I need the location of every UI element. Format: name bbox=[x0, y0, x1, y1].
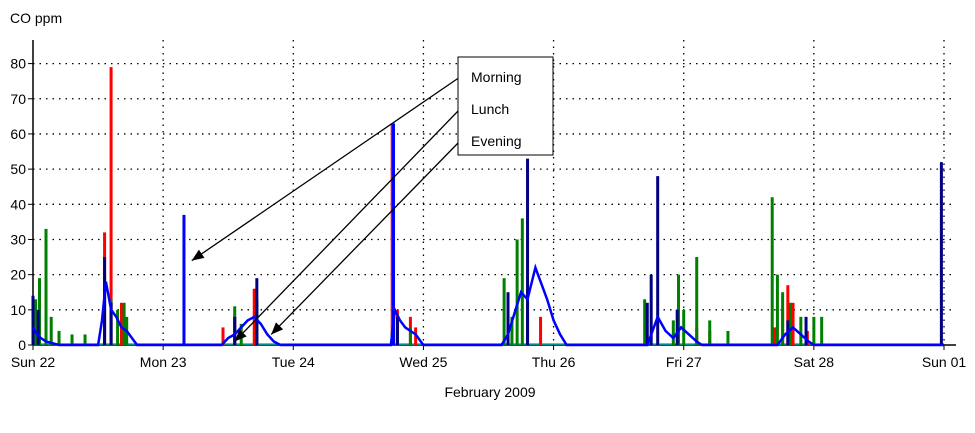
series-3 bbox=[31, 158, 943, 345]
series-1 bbox=[34, 197, 824, 345]
x-tick-label-7: Sun 01 bbox=[922, 354, 967, 370]
arrow-head-morning bbox=[191, 249, 205, 261]
arrow-head-lunch bbox=[234, 329, 247, 342]
annotation-box-frame bbox=[457, 56, 554, 156]
series-4 bbox=[31, 263, 944, 347]
arrow-morning bbox=[191, 76, 461, 262]
y-tick-label-6: 60 bbox=[10, 126, 26, 142]
annotation-arrows bbox=[191, 76, 461, 342]
arrow-lunch bbox=[234, 108, 461, 342]
y-axis-title: CO ppm bbox=[10, 10, 62, 26]
y-tick-label-7: 70 bbox=[10, 91, 26, 107]
x-tick-labels: Sun 22 Mon 23 Tue 24 Wed 25 Thu 26 Fri 27 Sat … bbox=[11, 354, 967, 370]
x-tick-label-3: Wed 25 bbox=[399, 354, 447, 370]
arrow-evening bbox=[270, 140, 461, 335]
series-0 bbox=[34, 67, 809, 345]
y-tick-label-1: 10 bbox=[10, 302, 26, 318]
arrow-head-evening bbox=[271, 322, 284, 335]
y-tick-labels: 0 10 20 30 40 50 60 70 80 bbox=[10, 56, 26, 353]
series-group bbox=[31, 67, 944, 347]
x-tick-label-2: Tue 24 bbox=[272, 354, 315, 370]
series-4-line bbox=[31, 263, 944, 347]
y-tick-label-3: 30 bbox=[10, 231, 26, 247]
x-tick-label-0: Sun 22 bbox=[11, 354, 56, 370]
annotation-label-0: Morning bbox=[471, 69, 522, 85]
annotation-box: Morning Lunch Evening bbox=[457, 56, 554, 156]
x-tick-label-5: Fri 27 bbox=[666, 354, 702, 370]
x-tick-label-6: Sat 28 bbox=[794, 354, 835, 370]
annotation-label-1: Lunch bbox=[471, 101, 509, 117]
x-tick-label-1: Mon 23 bbox=[140, 354, 187, 370]
y-tick-label-2: 20 bbox=[10, 267, 26, 283]
y-tick-label-5: 50 bbox=[10, 161, 26, 177]
y-tick-label-0: 0 bbox=[18, 337, 26, 353]
x-axis-title: February 2009 bbox=[444, 384, 535, 400]
x-tick-label-4: Thu 26 bbox=[532, 354, 576, 370]
y-tick-label-4: 40 bbox=[10, 196, 26, 212]
annotation-label-2: Evening bbox=[471, 133, 522, 149]
series-2 bbox=[182, 123, 395, 345]
y-tick-label-8: 80 bbox=[10, 56, 26, 72]
